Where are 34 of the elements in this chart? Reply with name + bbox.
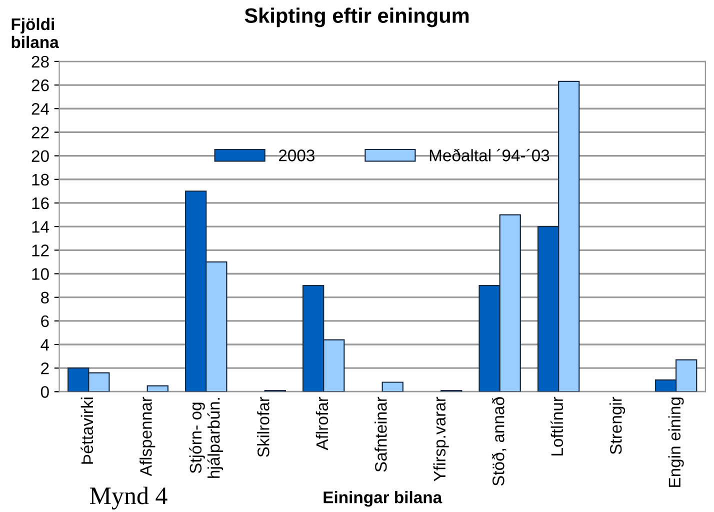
x-tick-label: Strengir [610,396,626,454]
y-tick-label: 16 [32,197,49,210]
legend-label: Meðaltal ´94-´03 [430,148,550,162]
y-tick-label: 20 [32,150,49,162]
x-tick-label: Safnteinar [374,396,387,472]
legend-label: 2003 [278,150,314,162]
y-tick-label: 18 [32,174,49,186]
bar [382,382,404,392]
y-tick-label: 10 [32,268,49,280]
y-tick-label: 28 [32,56,49,68]
x-tick-label: Stöð, annað [492,397,506,486]
y-tick-label: 2 [41,362,49,374]
x-axis-title: Einingar bilana [324,491,442,507]
bar [146,385,168,392]
y-tick-label: 4 [40,339,50,351]
y-tick-label: 14 [32,221,50,233]
x-tick-label: Þéttavirki [80,398,94,464]
y-tick-label: 12 [32,244,49,256]
y-tick-label: 0 [40,386,49,398]
y-tick-label: 24 [32,103,50,115]
y-tick-label: 8 [40,292,49,304]
y-axis-title: Fjöldi bilana [12,18,59,48]
x-tick-label: Aflrofar [316,396,328,450]
x-tick-label: Engin eining [668,398,684,487]
x-tick-label: Loftlínur [550,396,564,456]
text: Mynd 4 [90,486,168,510]
x-tick-label: Yfirsp.varar [433,396,449,482]
x-tick-label: Aflspennar [140,396,156,476]
x-tick-label: Stjórn- og hjálparbún. [189,398,224,478]
y-tick-label: 26 [32,79,49,92]
chart-title: Skipting eftir einingum [244,8,469,28]
y-tick-label: 22 [32,126,49,138]
y-tick-label: 6 [41,315,49,328]
x-tick-label: Skilrofar [257,396,270,457]
